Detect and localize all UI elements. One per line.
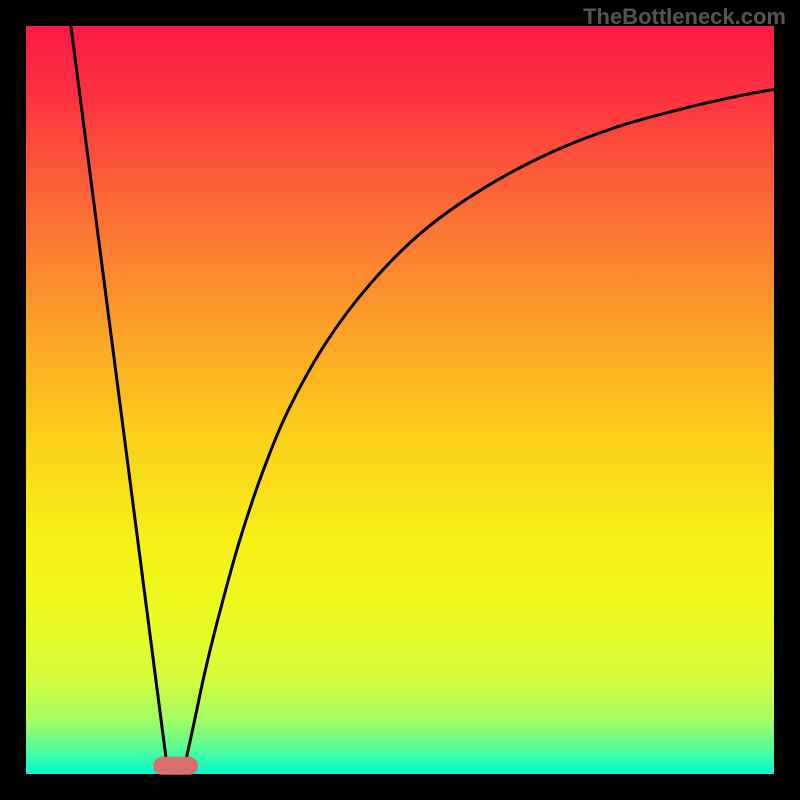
chart-root: TheBottleneck.com [0, 0, 800, 800]
chart-svg [0, 0, 800, 800]
bottleneck-marker [153, 757, 198, 775]
gradient-background [26, 26, 774, 774]
watermark-text: TheBottleneck.com [583, 4, 786, 30]
